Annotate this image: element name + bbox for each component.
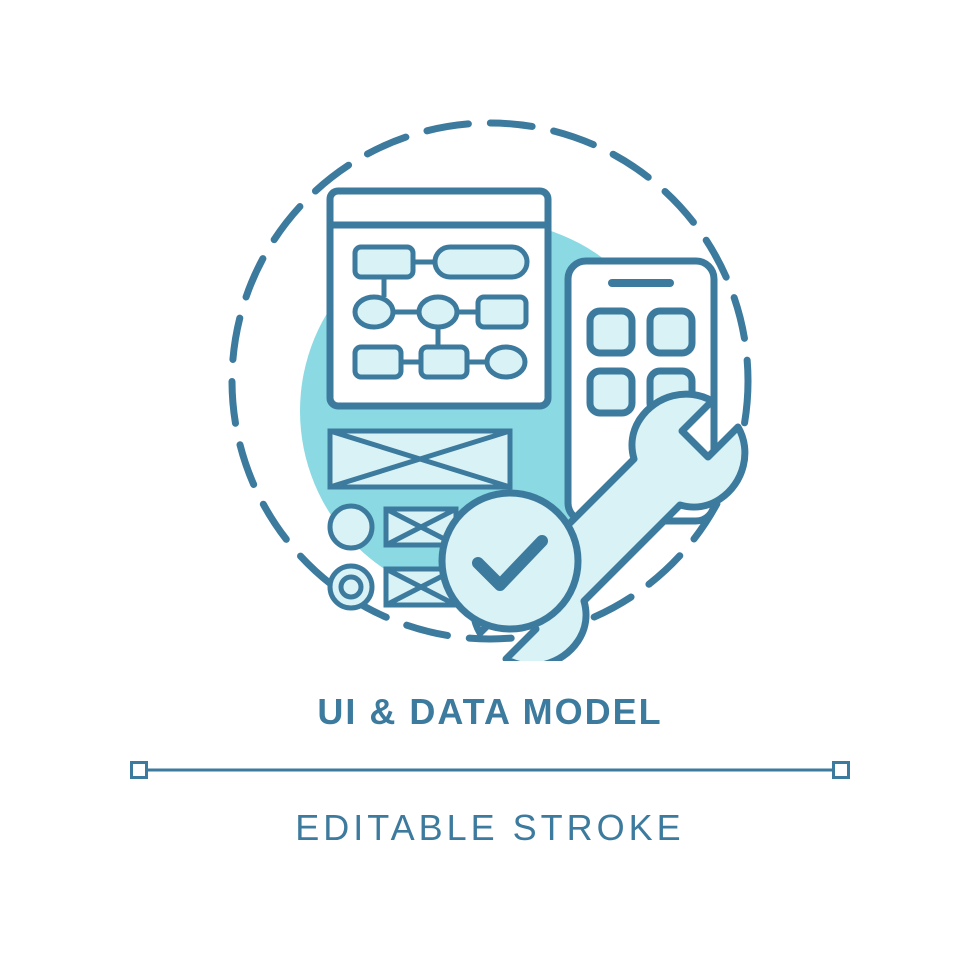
subtitle-text: EDITABLE STROKE bbox=[295, 807, 684, 849]
concept-icon bbox=[210, 101, 770, 661]
divider-line bbox=[139, 769, 841, 772]
divider-handle-right bbox=[832, 761, 850, 779]
icon-svg bbox=[210, 101, 770, 661]
divider-handle-left bbox=[130, 761, 148, 779]
title-text: UI & DATA MODEL bbox=[317, 691, 662, 733]
divider bbox=[130, 761, 850, 779]
